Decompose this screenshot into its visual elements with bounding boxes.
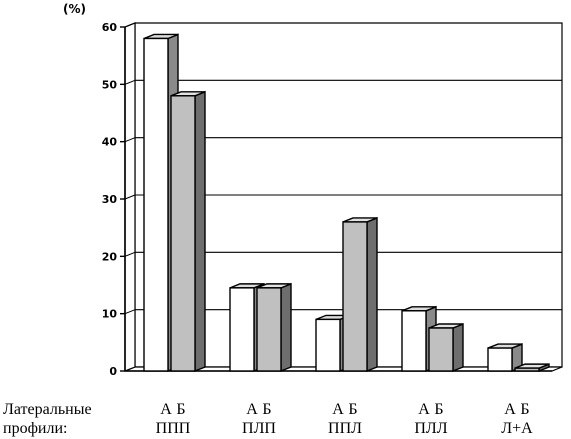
bar-front	[229, 287, 255, 372]
row-caption-line-1: Латеральные	[3, 401, 92, 418]
series-label: Б	[262, 401, 271, 418]
bar-front	[256, 287, 282, 372]
y-tick-label: 10	[102, 308, 118, 321]
category-label: ППЛ	[328, 420, 362, 437]
row-caption-line-2: профили:	[3, 420, 67, 437]
category-label: ПЛП	[242, 420, 276, 437]
series-label: Б	[520, 401, 529, 418]
series-label: А	[246, 401, 258, 418]
bar-front	[487, 347, 513, 372]
series-label: Б	[348, 401, 357, 418]
gridline-side	[124, 251, 136, 257]
y-tick-label: 20	[102, 250, 118, 263]
y-tick-label: 30	[102, 193, 118, 206]
series-label: А	[418, 401, 430, 418]
series-label: А	[160, 401, 172, 418]
bar-Б-ППП	[170, 90, 206, 373]
gridline-side	[124, 79, 136, 85]
category-label: ППП	[156, 420, 191, 437]
y-tick-label: 50	[102, 78, 118, 91]
series-label: Б	[176, 401, 185, 418]
bar-Б-ПЛП	[256, 282, 292, 373]
gridline-side	[124, 309, 136, 315]
bar-front	[315, 318, 341, 372]
bar-front	[514, 367, 540, 372]
y-tick-label: 60	[102, 21, 118, 34]
bar-front	[342, 221, 368, 372]
series-label: А	[504, 401, 516, 418]
bars	[143, 33, 550, 373]
category-label: Л+А	[501, 420, 533, 437]
gridline-side	[124, 194, 136, 200]
bar-side	[280, 282, 292, 373]
gridline-side	[124, 137, 136, 143]
y-tick-label: 40	[102, 136, 118, 149]
bar-Б-ПЛЛ	[428, 322, 464, 373]
bar-side	[452, 322, 464, 373]
bar-front	[170, 95, 196, 372]
category-label: ПЛЛ	[414, 420, 447, 437]
bar-side	[194, 90, 206, 373]
bar-Б-ППЛ	[342, 216, 378, 373]
bar-front	[143, 37, 169, 372]
bar-front	[428, 327, 454, 372]
series-label: Б	[434, 401, 443, 418]
bar-front	[401, 310, 427, 372]
bar-side	[366, 216, 378, 373]
series-label: А	[332, 401, 344, 418]
y-tick-label: 0	[109, 365, 117, 378]
bar-Б-Л+А	[514, 363, 550, 373]
gridline-side	[124, 22, 136, 28]
y-axis-unit-label: (%)	[63, 2, 86, 16]
y-ticks: 0 10 20 30 40 50 60	[102, 21, 125, 378]
